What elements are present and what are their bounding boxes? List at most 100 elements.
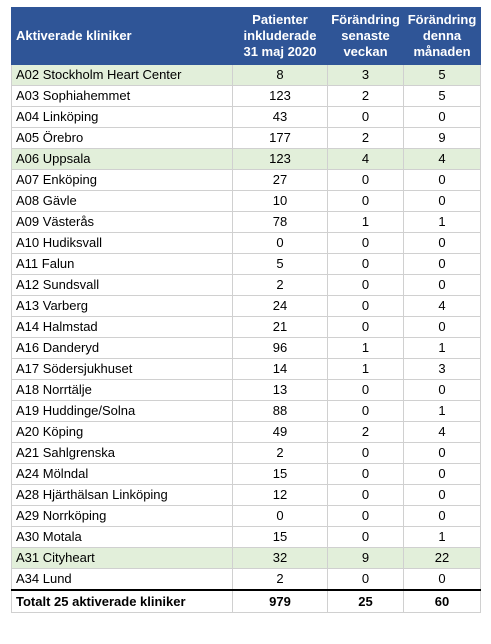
table-row: A12 Sundsvall 2 0 0 — [11, 274, 481, 296]
patients-cell: 15 — [232, 463, 328, 485]
table-body: A02 Stockholm Heart Center 8 3 5 A03 Sophiah… — [11, 64, 481, 591]
total-month: 60 — [403, 589, 481, 613]
clinic-name-cell: A02 Stockholm Heart Center — [11, 64, 233, 86]
table-row: A02 Stockholm Heart Center 8 3 5 — [11, 64, 481, 86]
table-row: A18 Norrtälje 13 0 0 — [11, 379, 481, 401]
header-change-week: Förändring senaste veckan — [327, 7, 404, 65]
change-month-cell: 22 — [403, 547, 481, 569]
patients-cell: 21 — [232, 316, 328, 338]
change-week-cell: 0 — [327, 484, 404, 506]
change-week-cell: 0 — [327, 442, 404, 464]
change-week-cell: 0 — [327, 253, 404, 275]
patients-cell: 96 — [232, 337, 328, 359]
clinic-name-cell: A13 Varberg — [11, 295, 233, 317]
patients-cell: 32 — [232, 547, 328, 569]
patients-cell: 15 — [232, 526, 328, 548]
change-week-cell: 4 — [327, 148, 404, 170]
change-month-cell: 9 — [403, 127, 481, 149]
patients-cell: 12 — [232, 484, 328, 506]
patients-cell: 177 — [232, 127, 328, 149]
change-month-cell: 4 — [403, 148, 481, 170]
patients-cell: 10 — [232, 190, 328, 212]
change-month-cell: 1 — [403, 526, 481, 548]
change-month-cell: 4 — [403, 421, 481, 443]
change-week-cell: 2 — [327, 85, 404, 107]
table-row: A03 Sophiahemmet 123 2 5 — [11, 85, 481, 107]
table-row: A14 Halmstad 21 0 0 — [11, 316, 481, 338]
total-week: 25 — [327, 589, 404, 613]
table-row: A28 Hjärthälsan Linköping 12 0 0 — [11, 484, 481, 506]
clinic-name-cell: A34 Lund — [11, 568, 233, 591]
table-row: A08 Gävle 10 0 0 — [11, 190, 481, 212]
change-month-cell: 0 — [403, 190, 481, 212]
table-row: A31 Cityheart 32 9 22 — [11, 547, 481, 569]
table-row: A06 Uppsala 123 4 4 — [11, 148, 481, 170]
change-month-cell: 5 — [403, 85, 481, 107]
clinic-name-cell: A18 Norrtälje — [11, 379, 233, 401]
clinic-name-cell: A10 Hudiksvall — [11, 232, 233, 254]
change-week-cell: 0 — [327, 505, 404, 527]
change-week-cell: 0 — [327, 274, 404, 296]
patients-cell: 24 — [232, 295, 328, 317]
clinic-name-cell: A14 Halmstad — [11, 316, 233, 338]
table-row: A13 Varberg 24 0 4 — [11, 295, 481, 317]
change-month-cell: 1 — [403, 337, 481, 359]
change-month-cell: 0 — [403, 442, 481, 464]
table-row: A07 Enköping 27 0 0 — [11, 169, 481, 191]
change-month-cell: 4 — [403, 295, 481, 317]
table-row: A04 Linköping 43 0 0 — [11, 106, 481, 128]
patients-cell: 123 — [232, 148, 328, 170]
change-week-cell: 2 — [327, 127, 404, 149]
change-week-cell: 0 — [327, 463, 404, 485]
table-row: A34 Lund 2 0 0 — [11, 568, 481, 591]
clinic-name-cell: A09 Västerås — [11, 211, 233, 233]
clinic-name-cell: A03 Sophiahemmet — [11, 85, 233, 107]
patients-cell: 49 — [232, 421, 328, 443]
clinic-name-cell: A07 Enköping — [11, 169, 233, 191]
patients-cell: 123 — [232, 85, 328, 107]
clinic-name-cell: A24 Mölndal — [11, 463, 233, 485]
table-row: A19 Huddinge/Solna 88 0 1 — [11, 400, 481, 422]
change-week-cell: 1 — [327, 337, 404, 359]
change-week-cell: 0 — [327, 379, 404, 401]
change-week-cell: 1 — [327, 211, 404, 233]
patients-cell: 0 — [232, 505, 328, 527]
change-week-cell: 1 — [327, 358, 404, 380]
change-month-cell: 5 — [403, 64, 481, 86]
table-row: A11 Falun 5 0 0 — [11, 253, 481, 275]
header-patients: Patienter inkluderade 31 maj 2020 — [232, 7, 328, 65]
change-month-cell: 1 — [403, 211, 481, 233]
patients-cell: 88 — [232, 400, 328, 422]
change-week-cell: 2 — [327, 421, 404, 443]
patients-cell: 8 — [232, 64, 328, 86]
clinic-name-cell: A06 Uppsala — [11, 148, 233, 170]
table-row: A17 Södersjukhuset 14 1 3 — [11, 358, 481, 380]
clinic-name-cell: A04 Linköping — [11, 106, 233, 128]
clinic-name-cell: A16 Danderyd — [11, 337, 233, 359]
patients-cell: 13 — [232, 379, 328, 401]
header-clinic: Aktiverade kliniker — [11, 7, 233, 65]
change-month-cell: 0 — [403, 316, 481, 338]
change-month-cell: 0 — [403, 169, 481, 191]
change-month-cell: 1 — [403, 400, 481, 422]
change-week-cell: 0 — [327, 295, 404, 317]
table-header-row: Aktiverade kliniker Patienter inkluderad… — [11, 7, 481, 65]
clinic-table-container: Aktiverade kliniker Patienter inkluderad… — [11, 7, 481, 613]
change-week-cell: 0 — [327, 568, 404, 591]
change-week-cell: 9 — [327, 547, 404, 569]
clinic-name-cell: A05 Örebro — [11, 127, 233, 149]
clinic-name-cell: A20 Köping — [11, 421, 233, 443]
change-week-cell: 3 — [327, 64, 404, 86]
change-week-cell: 0 — [327, 232, 404, 254]
clinic-name-cell: A08 Gävle — [11, 190, 233, 212]
total-row: Totalt 25 aktiverade kliniker 979 25 60 — [11, 589, 481, 613]
change-week-cell: 0 — [327, 316, 404, 338]
total-patients: 979 — [232, 589, 328, 613]
table-row: A21 Sahlgrenska 2 0 0 — [11, 442, 481, 464]
clinic-name-cell: A28 Hjärthälsan Linköping — [11, 484, 233, 506]
clinic-name-cell: A29 Norrköping — [11, 505, 233, 527]
table-row: A29 Norrköping 0 0 0 — [11, 505, 481, 527]
patients-cell: 43 — [232, 106, 328, 128]
table-row: A30 Motala 15 0 1 — [11, 526, 481, 548]
change-month-cell: 0 — [403, 106, 481, 128]
